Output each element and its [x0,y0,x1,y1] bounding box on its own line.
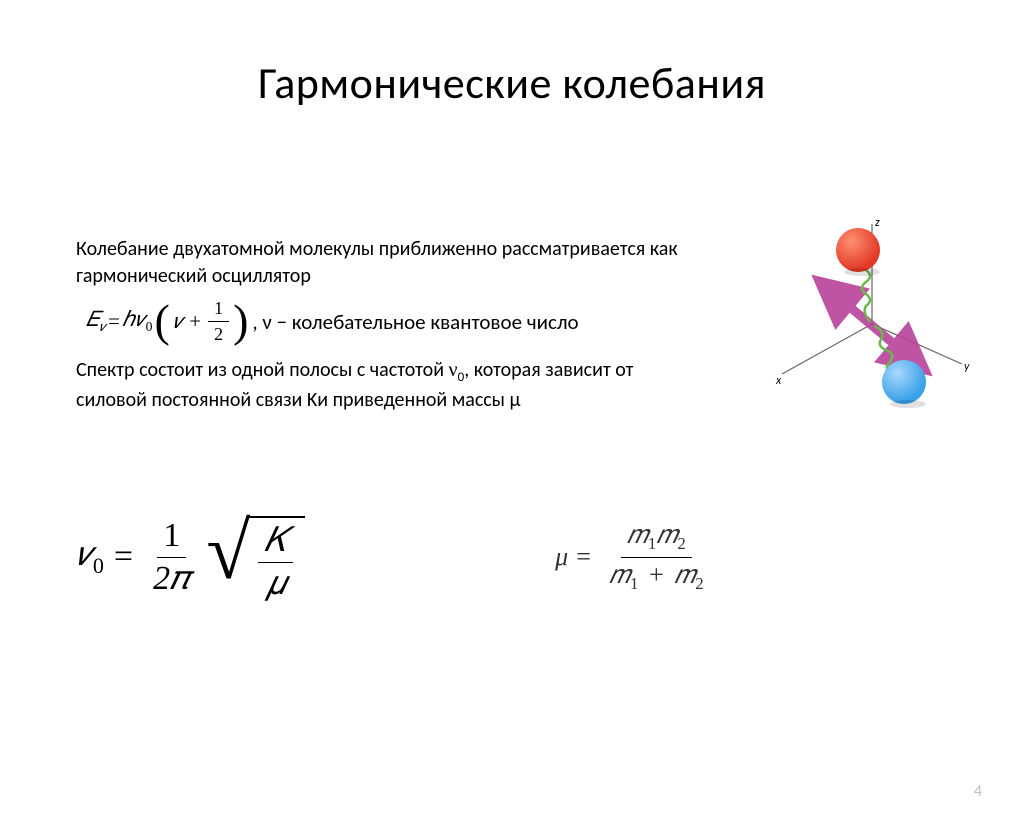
atom-red-shadow [844,268,880,276]
formula-note: , ν − колебательное квантовое число [252,309,578,335]
frequency-formula: 𝜈0 = 1 2𝜋 √ 𝐾 𝜇 [76,511,305,603]
paragraph-2: Спектр состоит из одной полосы с частото… [76,357,696,414]
atom-blue-shadow [890,400,926,408]
paragraph-1: Колебание двухатомной молекулы приближен… [76,236,696,290]
page-title: Гармонические колебания [0,56,1024,110]
page-number: 4 [974,782,982,801]
molecule-diagram: z x y [762,214,982,414]
energy-formula: 𝐸𝜈 = ℎ𝜈0 ( 𝜈 + 1 2 ) , ν − колебательное… [86,298,696,345]
x-label: x [775,374,782,388]
reduced-mass-formula: μ = 𝑚1𝑚2 𝑚1 + 𝑚2 [555,520,714,593]
atom-red [836,228,880,272]
y-label: y [964,360,970,374]
formulas-row: 𝜈0 = 1 2𝜋 √ 𝐾 𝜇 μ = 𝑚1𝑚2 𝑚1 + [76,511,956,603]
z-label: z [875,216,880,230]
atom-blue [882,360,926,404]
content-block: Колебание двухатомной молекулы приближен… [76,236,696,422]
